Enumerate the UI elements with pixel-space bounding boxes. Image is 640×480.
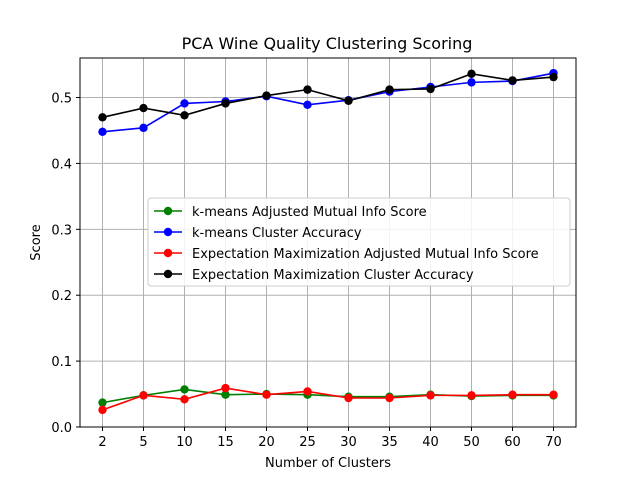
data-point — [180, 385, 189, 394]
series-3 — [98, 69, 558, 122]
y-tick-label: 0.4 — [51, 157, 72, 172]
legend-entry: Expectation Maximization Adjusted Mutual… — [154, 247, 539, 262]
x-tick-label: 20 — [258, 435, 275, 450]
data-point — [467, 69, 476, 79]
data-point — [180, 111, 189, 120]
x-tick-label: 60 — [504, 435, 521, 450]
data-point — [180, 395, 189, 404]
x-tick-label: 15 — [217, 435, 234, 450]
x-axis-ticks: 2 5 10 15 20 25 30 35 40 50 60 70 — [98, 427, 562, 450]
series-2 — [98, 383, 558, 415]
y-tick-label: 0.2 — [51, 289, 72, 304]
data-point — [139, 103, 148, 113]
data-point — [221, 390, 230, 399]
data-point — [467, 78, 476, 87]
y-axis-ticks: 0.0 0.1 0.2 0.3 0.4 0.5 — [51, 92, 80, 436]
data-point — [180, 99, 189, 108]
series-layer — [98, 68, 558, 415]
legend-label: Expectation Maximization Cluster Accurac… — [192, 268, 474, 283]
data-point — [467, 391, 476, 400]
x-tick-label: 70 — [545, 435, 562, 450]
legend-marker — [163, 206, 173, 216]
data-point — [426, 84, 435, 94]
legend-label: k-means Cluster Accuracy — [192, 226, 362, 241]
data-point — [262, 91, 271, 100]
data-point — [98, 405, 107, 415]
data-point — [385, 393, 394, 403]
y-tick-label: 0.3 — [51, 223, 72, 238]
legend-entry: Expectation Maximization Cluster Accurac… — [154, 268, 474, 283]
legend-marker — [163, 248, 173, 258]
x-tick-label: 10 — [176, 435, 193, 450]
data-point — [303, 85, 312, 94]
data-point — [139, 391, 148, 400]
legend-label: k-means Adjusted Mutual Info Score — [192, 205, 427, 220]
y-tick-label: 0.5 — [51, 92, 72, 107]
y-tick-label: 0.0 — [51, 421, 72, 436]
chart-title: PCA Wine Quality Clustering Scoring — [182, 34, 473, 53]
data-point — [98, 398, 107, 407]
data-point — [385, 85, 394, 94]
plot-frame — [79, 57, 577, 428]
series-line — [102, 72, 554, 119]
data-point — [303, 100, 312, 109]
x-tick-label: 5 — [139, 435, 147, 450]
data-point — [139, 123, 148, 133]
data-point — [508, 76, 517, 85]
legend-entry: k-means Cluster Accuracy — [154, 226, 362, 241]
x-tick-label: 35 — [381, 435, 398, 450]
x-tick-label: 25 — [299, 435, 316, 450]
data-point — [303, 387, 312, 396]
data-point — [344, 393, 353, 403]
series-line — [102, 72, 554, 133]
data-point — [221, 383, 230, 393]
data-point — [508, 390, 517, 399]
data-point — [344, 96, 353, 106]
x-axis-label: Number of Clusters — [265, 456, 391, 471]
legend-marker — [163, 227, 173, 237]
data-point — [221, 99, 230, 108]
data-point — [549, 390, 558, 399]
y-axis-label: Score — [29, 224, 44, 260]
legend-marker — [163, 269, 173, 279]
data-point — [549, 72, 558, 82]
legend-entry: k-means Adjusted Mutual Info Score — [154, 205, 427, 220]
data-point — [262, 390, 271, 399]
x-tick-label: 2 — [98, 435, 106, 450]
data-point — [98, 113, 107, 122]
x-tick-label: 40 — [422, 435, 439, 450]
x-tick-label: 50 — [463, 435, 480, 450]
legend-label: Expectation Maximization Adjusted Mutual… — [192, 247, 539, 262]
data-point — [426, 391, 435, 400]
data-point — [98, 127, 107, 136]
series-line — [102, 387, 554, 411]
y-tick-label: 0.1 — [51, 355, 72, 370]
x-tick-label: 30 — [340, 435, 357, 450]
legend-box — [147, 197, 571, 287]
legend: k-means Adjusted Mutual Info Score k-mean… — [147, 197, 571, 287]
